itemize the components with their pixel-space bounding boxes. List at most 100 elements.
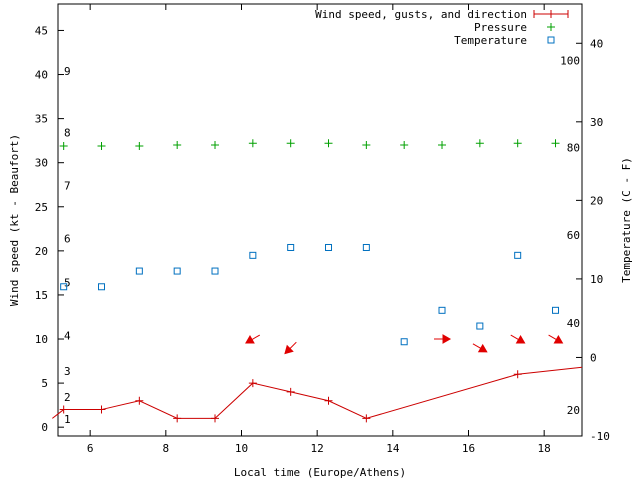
temperature-point [249,251,257,259]
pressure-point [248,139,257,148]
pressure-point [438,141,447,150]
wind-speed-point [362,414,371,423]
beaufort-label: 7 [64,180,71,193]
wind-speed-line [52,366,583,419]
x-tick-label: 10 [235,442,248,455]
temperature-point [287,243,295,251]
temperature-point [362,243,370,251]
y-axis-ticks: 0 5 10 15 20 25 30 35 40 45 [35,24,64,434]
y-tick-label: 15 [35,289,48,302]
y2-tick-label: 0 [590,351,597,364]
wind-speed-point [97,405,106,414]
pressure-point [324,139,333,148]
temperature-point [325,243,333,251]
legend-label-wind: Wind speed, gusts, and direction [315,8,527,21]
pressure-point [362,141,371,150]
wind-direction-arrow [284,341,297,355]
wind-speed-point [211,414,220,423]
temperature-point [400,338,408,346]
wind-direction-arrow-head [284,344,294,355]
y-tick-label: 10 [35,333,48,346]
beaufort-label: 3 [64,365,71,378]
y-tick-label: 35 [35,113,48,126]
wind-direction-arrow-head [477,343,488,353]
y2-tick-label: 20 [590,194,603,207]
y2-tick-label: -10 [590,430,610,443]
x-axis-ticks: 6 8 10 12 14 16 18 [87,4,551,455]
y2-axis-ticks: -10 0 10 20 30 40 [576,37,610,443]
fahrenheit-label: 80 [567,142,580,155]
x-tick-label: 6 [87,442,94,455]
temperature-point [514,251,522,259]
beaufort-label: 4 [64,329,71,342]
x-tick-label: 16 [462,442,475,455]
wind-speed-point [513,370,522,379]
beaufort-labels: 1 2 3 4 5 6 7 8 9 [64,65,71,426]
y-tick-label: 0 [41,421,48,434]
wind-direction-arrow-head [553,335,564,344]
wind-direction-arrow-head [442,334,452,344]
x-tick-label: 8 [163,442,170,455]
x-tick-label: 12 [311,442,324,455]
temperature-series [60,243,560,346]
y-tick-label: 25 [35,201,48,214]
wind-direction-arrow-head [245,335,255,344]
fahrenheit-label: 60 [567,229,580,242]
beaufort-label: 1 [64,413,71,426]
wind-speed-point [173,414,182,423]
temperature-point [476,322,484,330]
pressure-point [513,139,522,148]
pressure-point [400,141,409,150]
wind-speed-point [59,405,68,414]
y-tick-label: 45 [35,24,48,37]
beaufort-label: 2 [64,391,71,404]
temperature-point [98,283,106,291]
wind-direction-arrows [245,334,564,355]
beaufort-label: 5 [64,277,71,290]
temperature-point [211,267,219,275]
legend-label-pressure: Pressure [474,21,527,34]
wind-direction-arrow-head [515,335,526,344]
y2-tick-label: 30 [590,116,603,129]
y-tick-label: 40 [35,69,48,82]
pressure-point [286,139,295,148]
y2-tick-label: 40 [590,37,603,50]
pressure-point [475,139,484,148]
wind-direction-arrow [548,334,564,344]
wind-direction-arrow [434,334,452,344]
pressure-point [135,141,144,150]
pressure-point [551,139,560,148]
pressure-point [59,141,68,150]
y2-tick-label: 10 [590,273,603,286]
wind-direction-arrow [245,334,261,344]
y2-axis-label: Temperature (C - F) [620,157,633,283]
pressure-point [97,141,106,150]
beaufort-label: 8 [64,127,71,140]
y-tick-label: 20 [35,245,48,258]
pressure-point [211,141,220,150]
wind-speed-point [324,396,333,405]
x-axis-label: Local time (Europe/Athens) [234,466,406,479]
fahrenheit-label: 40 [567,317,580,330]
y-tick-label: 5 [41,377,48,390]
wind-direction-arrow [510,334,526,344]
temperature-point [60,283,68,291]
wind-speed-series [52,366,583,423]
x-tick-label: 18 [538,442,551,455]
wind-speed-point [248,379,257,388]
legend-swatch-temperature [547,36,555,44]
fahrenheit-label: 100 [560,55,580,68]
temperature-point [438,306,446,314]
wind-direction-arrow [472,343,488,353]
x-tick-label: 14 [386,442,400,455]
legend: Wind speed, gusts, and direction Pressur… [315,8,569,47]
wind-speed-point [135,396,144,405]
y-axis-label: Wind speed (kt - Beaufort) [8,134,21,306]
fahrenheit-labels: 20 40 60 80 100 [560,55,580,418]
beaufort-label: 6 [64,233,71,246]
fahrenheit-label: 20 [567,404,580,417]
y-tick-label: 30 [35,157,48,170]
temperature-point [173,267,181,275]
